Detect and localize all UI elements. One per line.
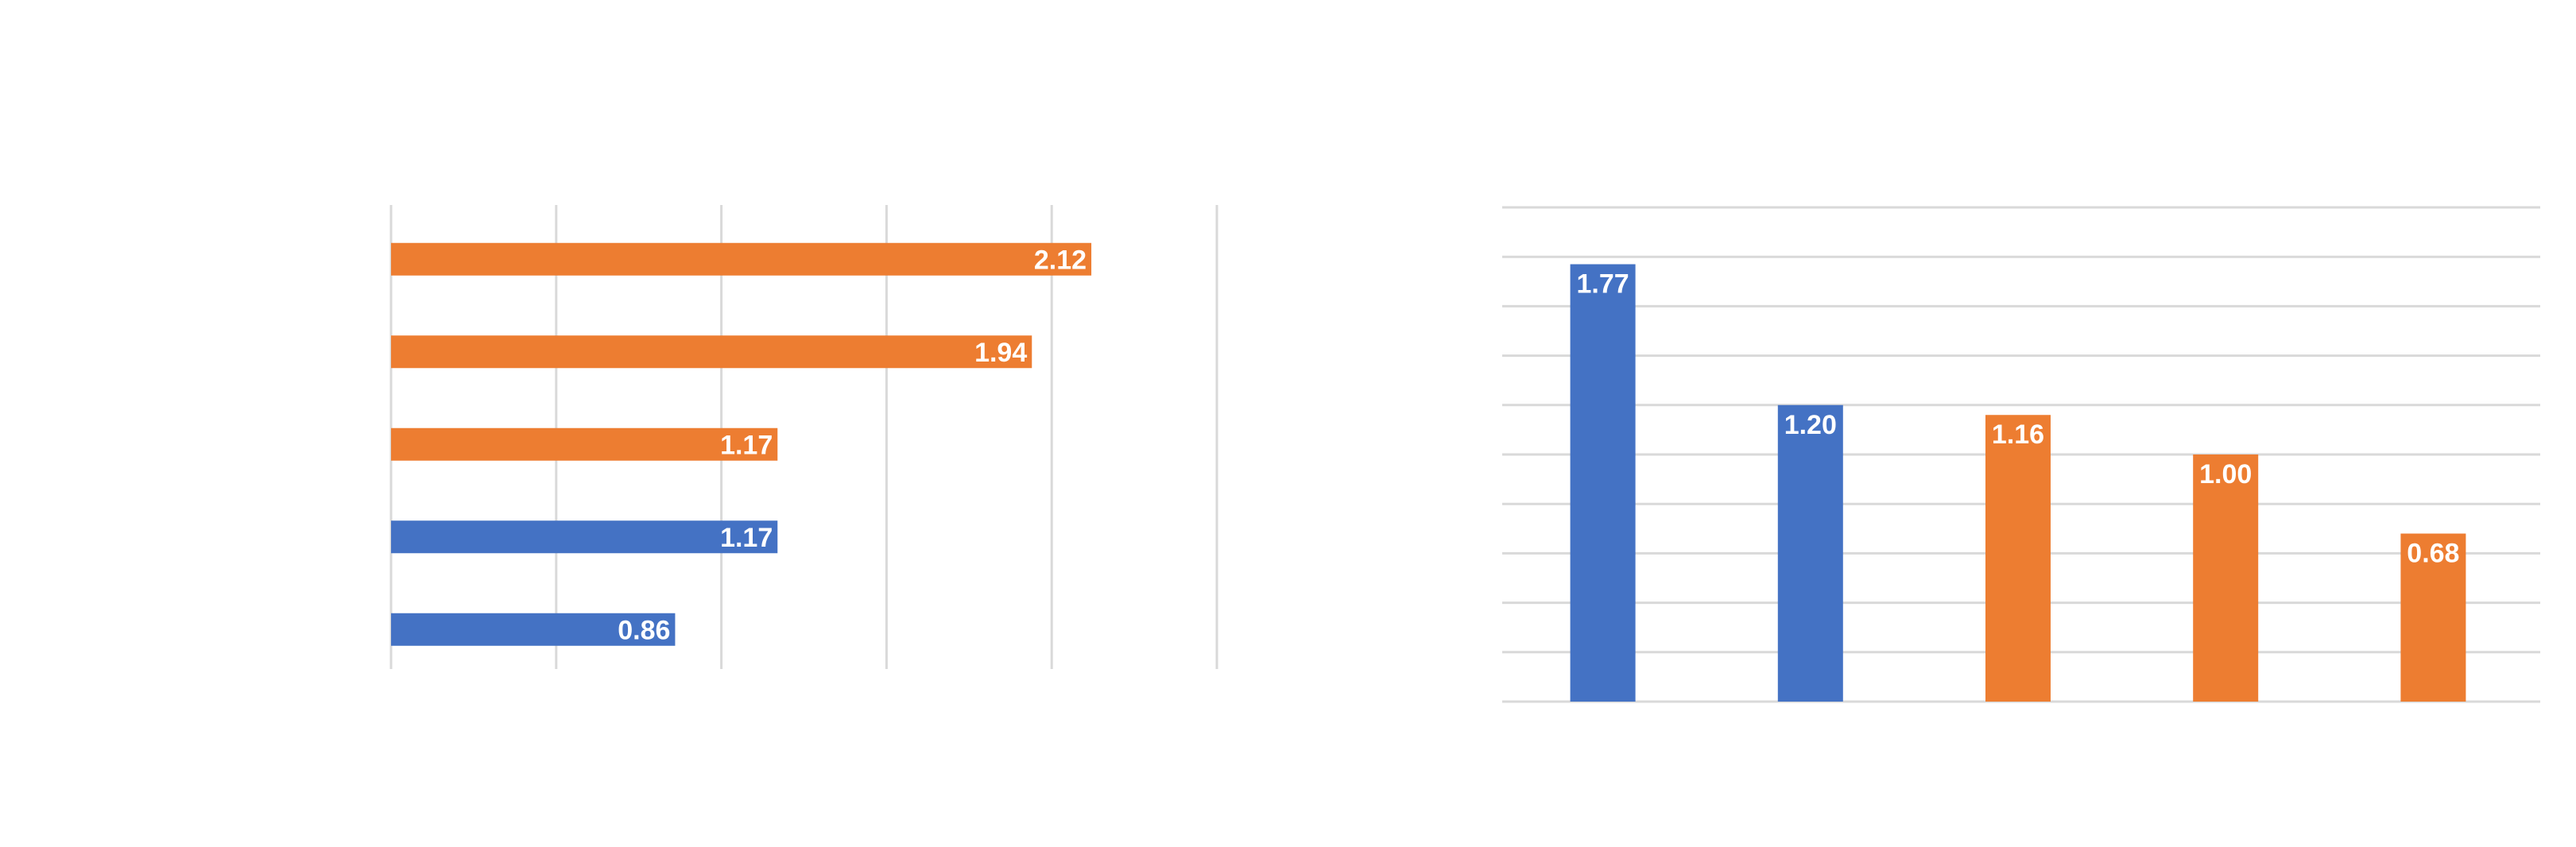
- data-label-2: 1.17: [720, 430, 773, 460]
- data-label-4: 0.68: [2407, 539, 2459, 569]
- data-label-3: 1.00: [2199, 459, 2252, 489]
- bar-2: [1985, 415, 2051, 702]
- bar-4: [391, 613, 676, 646]
- bar-3: [2193, 454, 2259, 702]
- bar-0: [1570, 264, 1636, 702]
- data-label-3: 1.17: [720, 523, 773, 553]
- vertical-bar-chart: 1.77 1.20 1.16 1.00 0.68: [1502, 206, 2540, 703]
- bar-3: [391, 520, 778, 554]
- bar-1: [1777, 404, 1843, 702]
- data-label-2: 1.16: [1992, 420, 2044, 450]
- bar-4: [2400, 533, 2466, 702]
- data-label-1: 1.20: [1784, 410, 1837, 440]
- data-label-4: 0.86: [618, 615, 670, 645]
- bar-1: [391, 335, 1032, 369]
- bar-2: [391, 427, 778, 461]
- data-label-1: 1.94: [974, 338, 1027, 368]
- bar-0: [391, 242, 1092, 276]
- horizontal-bar-chart: 2.12 1.94 1.17 1.17 0.86: [389, 205, 1218, 669]
- data-label-0: 2.12: [1034, 245, 1087, 275]
- data-label-0: 1.77: [1577, 269, 1629, 300]
